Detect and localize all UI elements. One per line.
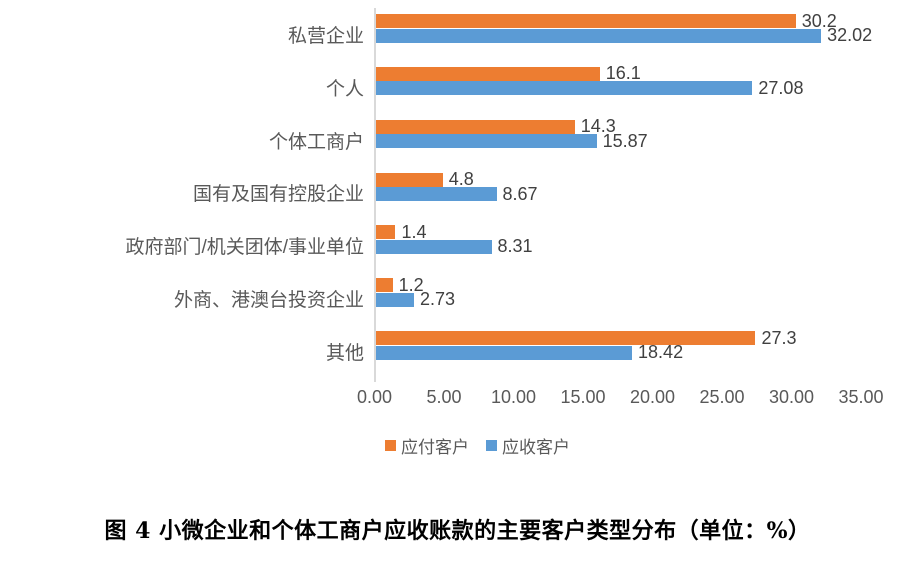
payable-bar [376, 14, 796, 28]
payable-swatch-icon [385, 440, 396, 451]
x-tick-label: 10.00 [490, 387, 537, 407]
bar-value-label: 32.02 [827, 25, 873, 45]
legend: 应付客户 应收客户 [385, 433, 570, 458]
receivable-bar [376, 345, 633, 360]
x-tick-label: 20.00 [629, 387, 676, 407]
payable-bar-line: 30.2 [376, 11, 837, 31]
x-axis: 0.00 5.00 10.00 15.00 20.00 25.00 30.00 35.00 [0, 387, 915, 411]
category-label: 政府部门/机关团体/事业单位 [125, 237, 364, 259]
bar-value-label: 1.2 [398, 274, 424, 295]
bar-value-label: 30.2 [801, 10, 837, 31]
category-row: 个人 16.1 27.08 [0, 61, 915, 114]
x-tick-label: 15.00 [560, 387, 606, 407]
receivable-bar [376, 292, 414, 307]
receivable-bar-line: 32.02 [376, 25, 872, 45]
category-row: 个体工商户 14.3 15.87 [0, 114, 915, 167]
category-label: 其他 [325, 342, 364, 364]
plot-area: 私营企业 30.2 32.02 个人 16.1 27.08 个体工商户 14.3 15.87 国有… [0, 8, 915, 378]
bar-value-label: 8.67 [502, 183, 538, 204]
receivable-bar-line: 2.73 [376, 289, 455, 309]
bar-value-label: 16.1 [605, 63, 641, 84]
payable-bar [376, 119, 575, 134]
bar-value-label: 8.31 [497, 236, 533, 257]
payable-bar [376, 331, 756, 346]
category-row: 其他 27.3 18.42 [0, 325, 915, 378]
x-tick-label: 25.00 [699, 387, 745, 407]
category-row: 国有及国有控股企业 4.8 8.67 [0, 167, 915, 220]
category-row: 私营企业 30.2 32.02 [0, 8, 915, 61]
payable-bar-line: 27.3 [376, 328, 797, 348]
bar-value-label: 2.73 [419, 289, 455, 310]
bar-value-label: 27.08 [758, 77, 804, 98]
x-tick-label: 35.00 [838, 387, 884, 407]
category-label: 个体工商户 [268, 131, 364, 153]
payable-bar [376, 278, 393, 293]
payable-bar [376, 225, 396, 240]
receivable-bar [376, 81, 753, 96]
bar-value-label: 4.8 [448, 169, 474, 190]
bar-value-label: 15.87 [602, 130, 648, 151]
x-tick-label: 0.00 [356, 387, 393, 407]
bar-value-label: 14.3 [580, 116, 616, 137]
receivable-bar [376, 28, 822, 43]
category-label: 国有及国有控股企业 [192, 184, 364, 206]
receivable-bar [376, 239, 492, 254]
legend-label-receivable: 应收客户 [502, 438, 570, 457]
receivable-bar [376, 134, 597, 149]
payable-bar-line: 1.4 [376, 222, 426, 242]
x-tick-label: 30.00 [768, 387, 815, 407]
bar-value-label: 18.42 [638, 342, 684, 363]
figure-caption: 图 4 小微企业和个体工商户应收账款的主要客户类型分布（单位：%） [104, 518, 811, 544]
receivable-bar-line: 15.87 [376, 131, 648, 151]
payable-bar-line: 14.3 [376, 116, 616, 136]
payable-bar-line: 4.8 [376, 169, 474, 189]
legend-item-receivable: 应收客户 [486, 433, 570, 458]
receivable-bar-line: 27.08 [376, 78, 803, 98]
bar-value-label: 27.3 [761, 327, 797, 348]
x-tick-label: 5.00 [426, 387, 462, 407]
receivable-bar-line: 8.67 [376, 184, 538, 204]
bar-value-label: 1.4 [401, 221, 427, 242]
category-label: 个人 [325, 78, 364, 100]
payable-bar [376, 172, 443, 187]
category-row: 外商、港澳台投资企业 1.2 2.73 [0, 272, 915, 325]
receivable-bar [376, 187, 497, 202]
payable-bar-line: 1.2 [376, 275, 424, 295]
legend-item-payable: 应付客户 [385, 433, 469, 458]
category-label: 私营企业 [287, 25, 364, 47]
category-row: 政府部门/机关团体/事业单位 1.4 8.31 [0, 219, 915, 272]
receivable-bar-line: 8.31 [376, 236, 533, 256]
receivable-bar-line: 18.42 [376, 342, 683, 362]
category-label: 外商、港澳台投资企业 [173, 290, 364, 312]
legend-label-payable: 应付客户 [401, 438, 469, 457]
y-axis-line [374, 8, 376, 382]
receivable-swatch-icon [486, 440, 497, 451]
payable-bar-line: 16.1 [376, 63, 641, 83]
payable-bar [376, 66, 600, 81]
